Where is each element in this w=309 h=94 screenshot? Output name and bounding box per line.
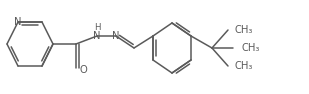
Text: CH₃: CH₃ xyxy=(235,61,253,71)
Text: N: N xyxy=(14,17,22,27)
Text: H: H xyxy=(94,24,100,33)
Text: O: O xyxy=(79,65,87,75)
Text: N: N xyxy=(112,31,120,41)
Text: N: N xyxy=(93,31,101,41)
Text: CH₃: CH₃ xyxy=(235,25,253,35)
Text: CH₃: CH₃ xyxy=(242,43,260,53)
